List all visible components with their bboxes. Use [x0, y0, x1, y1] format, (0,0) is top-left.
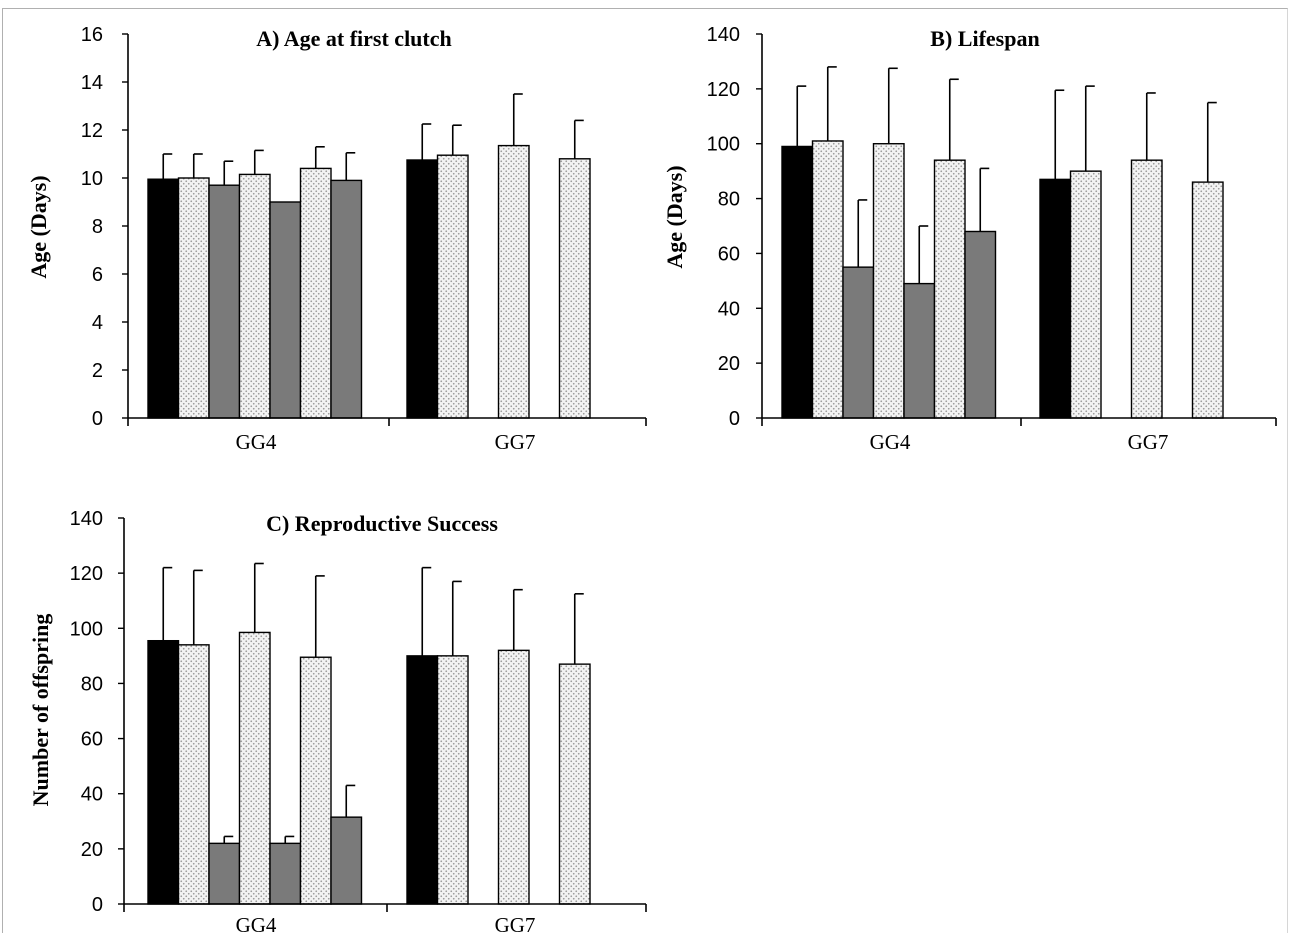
chart-panel-c: C) Reproductive Success Number of offspr… — [28, 508, 647, 936]
bar — [299, 656, 332, 905]
y-tick-label: 0 — [729, 408, 740, 430]
bar — [903, 282, 936, 419]
x-category-label: GG7 — [1128, 430, 1169, 454]
chart-title: B) Lifespan — [930, 26, 1039, 51]
y-tick-label: 140 — [707, 24, 740, 46]
bar — [299, 167, 332, 419]
y-tick-label: 12 — [81, 120, 103, 142]
x-category-label: GG4 — [870, 430, 911, 454]
bar — [238, 173, 271, 419]
x-category-label: GG4 — [236, 430, 277, 454]
y-tick-label: 40 — [81, 784, 103, 806]
chart-panel-a: A) Age at first clutch Age (Days) GG4 GG… — [26, 24, 647, 454]
bar — [497, 649, 530, 905]
bar — [330, 179, 363, 419]
x-category-label: GG7 — [495, 913, 536, 936]
y-tick-label: 60 — [718, 243, 740, 265]
bar — [406, 159, 439, 419]
y-tick-label: 14 — [81, 72, 103, 94]
y-tick-label: 20 — [718, 353, 740, 375]
bar — [933, 159, 966, 419]
y-tick-label: 6 — [92, 264, 103, 286]
bar — [872, 143, 905, 419]
y-tick-label: 80 — [81, 673, 103, 695]
y-tick-label: 20 — [81, 839, 103, 861]
bar — [1069, 170, 1102, 419]
chart-title: A) Age at first clutch — [256, 26, 452, 51]
bar — [497, 144, 530, 419]
y-tick-label: 16 — [81, 24, 103, 46]
y-tick-label: 2 — [92, 360, 103, 382]
bar — [436, 655, 469, 905]
y-tick-label: 0 — [92, 408, 103, 430]
y-tick-label: 100 — [70, 618, 103, 640]
y-tick-label: 8 — [92, 216, 103, 238]
bar — [269, 842, 302, 905]
y-tick-label: 120 — [70, 563, 103, 585]
x-category-label: GG4 — [236, 913, 277, 936]
y-tick-label: 80 — [718, 189, 740, 211]
y-tick-label: 140 — [70, 508, 103, 530]
y-axis-label: Age (Days) — [26, 175, 51, 278]
y-tick-label: 120 — [707, 79, 740, 101]
bar — [147, 639, 180, 905]
bar — [147, 178, 180, 419]
chart-title: C) Reproductive Success — [266, 511, 498, 536]
bar — [1191, 181, 1224, 419]
bar — [269, 201, 302, 419]
y-tick-label: 10 — [81, 168, 103, 190]
y-tick-label: 40 — [718, 298, 740, 320]
x-category-label: GG7 — [495, 430, 536, 454]
figure-frame — [2, 8, 1288, 933]
bar — [811, 140, 844, 419]
bar — [406, 655, 439, 905]
bar — [558, 158, 591, 419]
bar — [781, 145, 814, 419]
y-axis-label: Number of offspring — [28, 614, 53, 807]
bar — [208, 184, 241, 419]
bar — [1130, 159, 1163, 419]
chart-panel-b: B) Lifespan Age (Days) GG4 GG7 0 20 40 60 80… — [662, 24, 1277, 454]
bar — [177, 644, 210, 905]
bar — [558, 663, 591, 905]
bar — [208, 842, 241, 905]
bar — [436, 154, 469, 419]
bar — [330, 816, 363, 905]
bar — [842, 266, 875, 419]
bar — [1039, 178, 1072, 419]
bar — [964, 230, 997, 419]
y-tick-label: 60 — [81, 729, 103, 751]
y-axis-label: Age (Days) — [662, 165, 687, 268]
bar — [177, 177, 210, 419]
bar — [238, 631, 271, 905]
y-tick-label: 4 — [92, 312, 103, 334]
y-tick-label: 100 — [707, 134, 740, 156]
y-tick-label: 0 — [92, 894, 103, 916]
